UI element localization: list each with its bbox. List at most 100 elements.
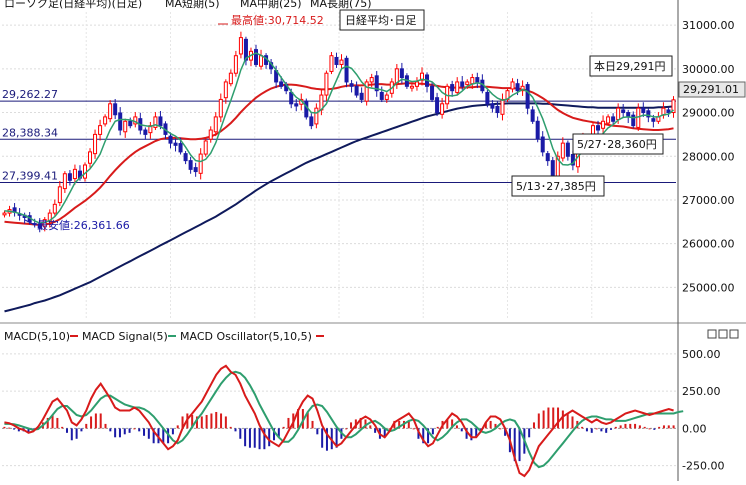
osc-bar xyxy=(17,428,20,432)
osc-bar xyxy=(624,423,627,429)
max-annotation: 最高値:30,714.52 xyxy=(218,13,324,27)
osc-bar xyxy=(215,411,218,429)
signal-legend: MACD Signal(5) xyxy=(82,330,168,343)
osc-bar xyxy=(532,422,535,429)
candle-body xyxy=(329,55,334,72)
osc-bar xyxy=(162,428,165,444)
osc-bar xyxy=(605,428,608,433)
osc-bar xyxy=(321,428,324,448)
osc-bar xyxy=(195,416,198,429)
osc-bar xyxy=(658,426,661,429)
osc-bar xyxy=(561,410,564,429)
candle-body xyxy=(611,116,616,122)
ma5-line xyxy=(4,52,674,224)
candle-body xyxy=(545,153,550,162)
osc-bar xyxy=(431,428,434,435)
may27-box: 5/27･28,360円 xyxy=(572,133,664,155)
candle-body xyxy=(535,120,540,140)
ma-long-legend: MA長期(75) xyxy=(310,0,372,10)
candle-body xyxy=(631,114,636,127)
candle-body xyxy=(651,118,656,122)
candle-body xyxy=(465,81,470,86)
osc-bar xyxy=(244,428,247,447)
osc-bar xyxy=(489,420,492,429)
pane-control-3-icon[interactable] xyxy=(729,329,739,339)
candle-body xyxy=(2,212,7,216)
candle-body xyxy=(621,109,626,114)
candle-body xyxy=(495,105,500,114)
chart-header-title: ローソク足(日経平均)(日足) xyxy=(4,0,142,10)
main-y-tick-label: 26000.00 xyxy=(682,238,735,251)
candle-body xyxy=(88,151,93,164)
last-price-text: 29,291.01 xyxy=(683,83,739,96)
osc-bar xyxy=(566,413,569,429)
candle-body xyxy=(525,84,530,109)
may13-box: 5/13･27,385円 xyxy=(511,175,605,197)
candle-body xyxy=(57,186,62,204)
may27-box-text: 5/27･28,360円 xyxy=(577,138,657,151)
today-box: 本日29,291円 xyxy=(589,55,673,77)
osc-bar xyxy=(643,426,646,429)
candle-body xyxy=(671,99,676,114)
candle-body xyxy=(178,143,183,153)
osc-bar xyxy=(672,425,675,429)
osc-bar xyxy=(138,428,141,432)
osc-bar xyxy=(470,428,473,441)
candle-body xyxy=(470,77,475,85)
osc-bar xyxy=(388,428,391,430)
osc-bar xyxy=(350,422,353,429)
sub-y-tick-label: 500.00 xyxy=(682,348,721,361)
last-price-label: 29,291.01 xyxy=(678,81,746,98)
candle-body xyxy=(173,142,178,146)
osc-bar xyxy=(3,426,6,429)
candle-body xyxy=(460,81,465,87)
candle-body xyxy=(616,107,621,121)
osc-bar xyxy=(282,426,285,429)
osc-bar xyxy=(619,425,622,429)
may13-box-text: 5/13･27,385円 xyxy=(516,180,596,193)
osc-bar xyxy=(248,428,251,448)
candle-body xyxy=(37,223,42,229)
candle-body xyxy=(223,81,228,99)
candle-body xyxy=(314,107,319,125)
candle-body xyxy=(62,173,67,190)
osc-bar xyxy=(273,428,276,441)
osc-bar xyxy=(94,413,97,429)
title-box: 日経平均･日足 xyxy=(339,9,425,31)
candle-body xyxy=(52,203,57,214)
pane-controls[interactable] xyxy=(707,329,739,339)
osc-bar xyxy=(287,417,290,429)
osc-bar xyxy=(75,428,78,439)
candle-body xyxy=(213,116,218,133)
candle-body xyxy=(384,94,389,100)
candle-body xyxy=(279,81,284,87)
candle-body xyxy=(233,55,238,74)
osc-bar xyxy=(484,422,487,429)
osc-legend: MACD Oscillator(5,10,5) xyxy=(180,330,312,343)
last-price-bg xyxy=(678,81,746,98)
osc-bar xyxy=(123,428,126,435)
osc-bar xyxy=(205,414,208,429)
candle-body xyxy=(349,83,354,87)
pane-control-2-icon[interactable] xyxy=(718,329,728,339)
osc-bar xyxy=(229,426,232,429)
osc-bar xyxy=(335,428,338,448)
osc-bar xyxy=(667,425,670,429)
osc-bar xyxy=(51,414,54,429)
candle-body xyxy=(289,91,294,105)
candle-body xyxy=(641,107,646,114)
osc-bar xyxy=(118,428,121,438)
min-annotation: 最安値:26,361.66 xyxy=(24,218,130,232)
candle-body xyxy=(530,109,535,122)
may27-box-frame xyxy=(572,133,664,155)
pane-control-1-icon[interactable] xyxy=(707,329,717,339)
candle-body xyxy=(606,116,611,124)
osc-bar xyxy=(634,423,637,429)
ma-mid-legend: MA中期(25) xyxy=(240,0,302,10)
osc-bar xyxy=(46,417,49,429)
candle-body xyxy=(510,81,515,90)
candle-body xyxy=(374,75,379,92)
candle-body xyxy=(47,212,52,222)
candle-body xyxy=(243,38,248,61)
